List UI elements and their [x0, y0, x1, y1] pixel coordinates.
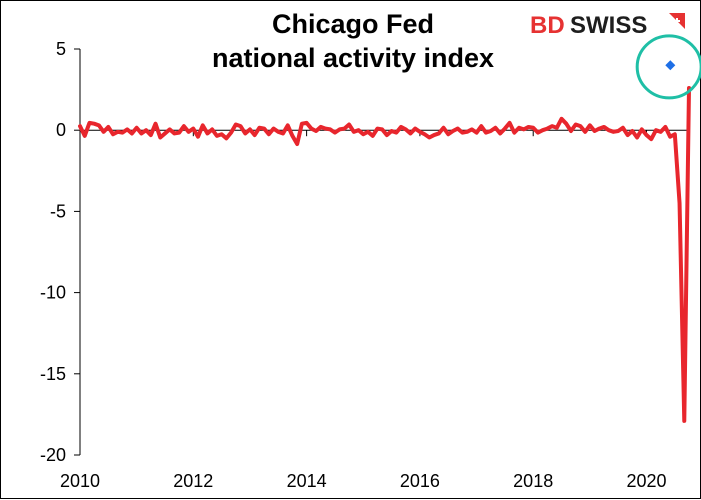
data-point-diamond [665, 60, 676, 71]
x-tick-label: 2016 [400, 471, 440, 491]
y-tick-label: 0 [56, 120, 66, 140]
logo-cross-shape [674, 18, 680, 24]
x-tick-label: 2014 [287, 471, 327, 491]
logo-text-bd: BD [530, 12, 565, 39]
y-tick-label: -15 [40, 364, 66, 384]
y-tick-label: -20 [40, 445, 66, 465]
axes [79, 49, 689, 455]
highlight-circle [635, 34, 701, 100]
x-tick-label: 2018 [513, 471, 553, 491]
x-tick-label: 2010 [60, 471, 100, 491]
chart-title-line-1: Chicago Fed [272, 9, 434, 39]
series-layer [78, 60, 691, 423]
bdswiss-logo: BD SWISS [530, 12, 685, 39]
annotation-layer [635, 34, 701, 100]
chart-title-line-2: national activity index [212, 43, 494, 73]
series-line [78, 85, 691, 423]
y-tick-label: -5 [50, 201, 66, 221]
logo-text-swiss: SWISS [570, 12, 647, 39]
swiss-cross-icon [669, 13, 685, 29]
axis-ticks: 5 0 -5 -10 -15 -20 2010 2012 2014 2016 2018 2020 [40, 39, 667, 491]
x-tick-label: 2012 [173, 471, 213, 491]
x-tick-label: 2020 [626, 471, 666, 491]
y-tick-label: 5 [56, 39, 66, 59]
y-tick-label: -10 [40, 283, 66, 303]
